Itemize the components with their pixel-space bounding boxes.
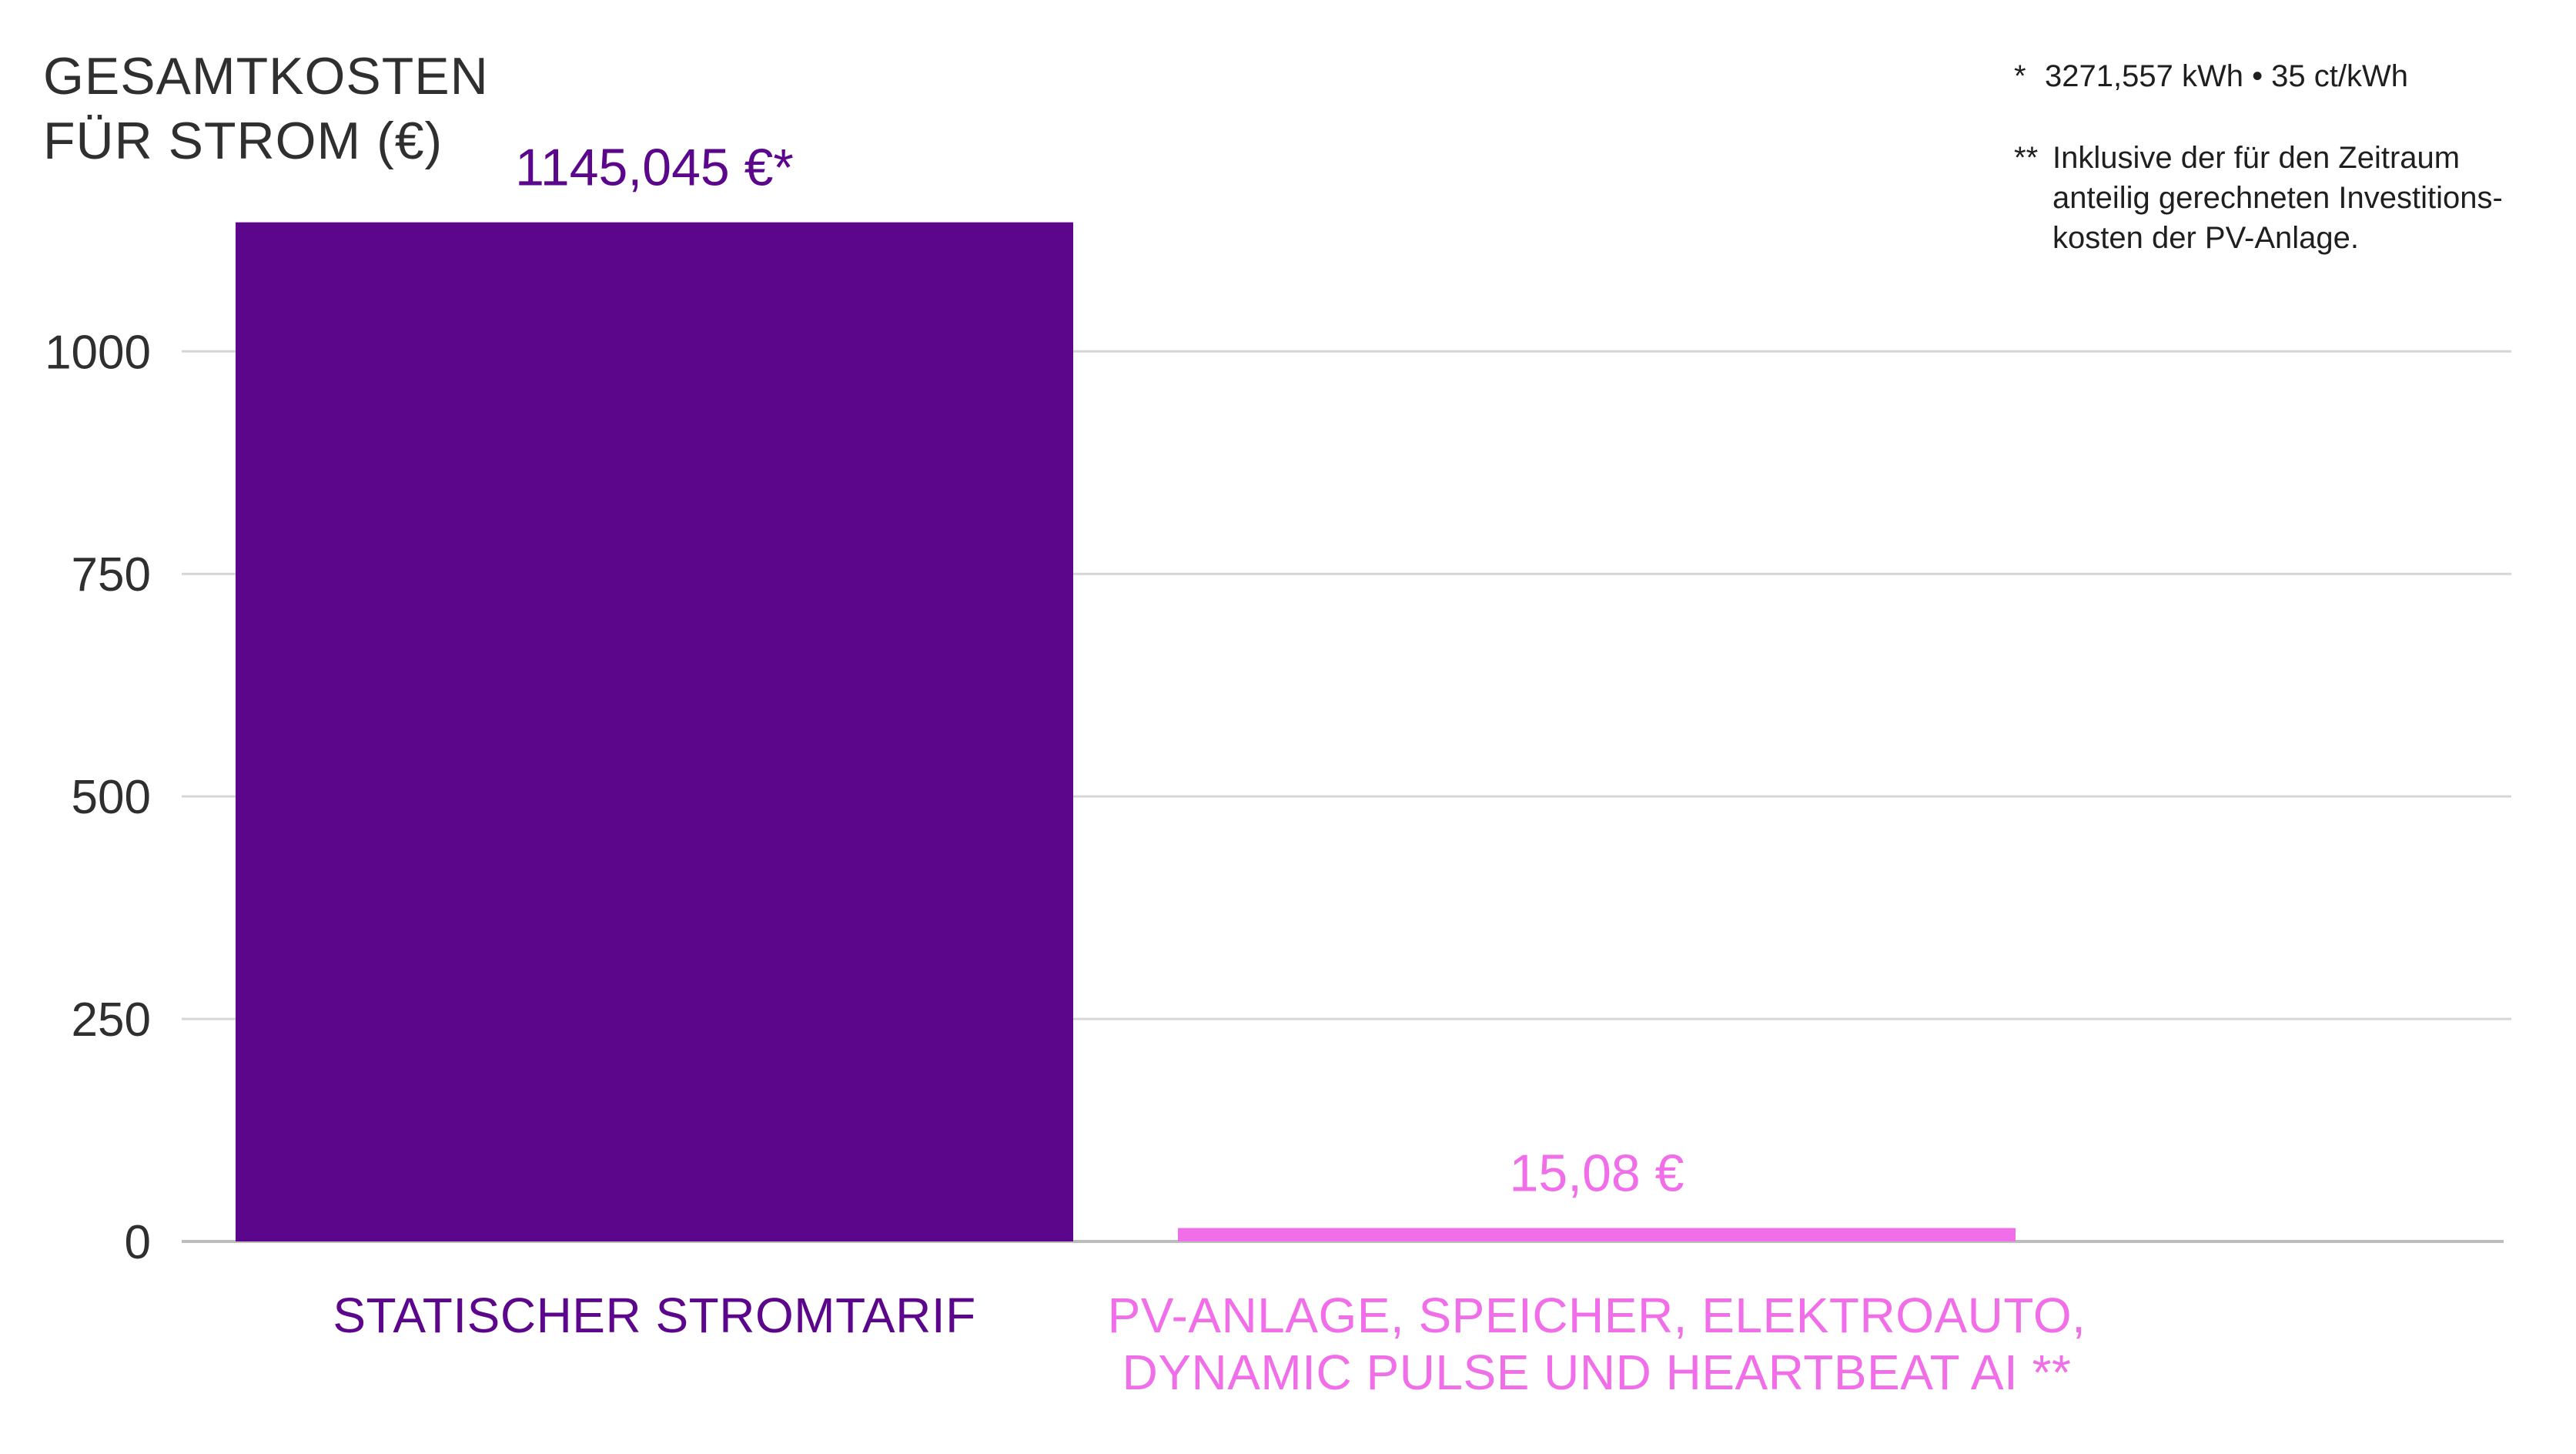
footnote-2-line-3: kosten der PV-Anlage. xyxy=(2052,221,2359,255)
footnote-1-marker: * xyxy=(2014,59,2026,93)
y-tick-label: 500 xyxy=(72,771,151,824)
footnote-2-marker: ** xyxy=(2014,141,2038,175)
footnote-2-line-1: Inklusive der für den Zeitraum xyxy=(2052,141,2460,175)
data-label: 15,08 € xyxy=(1510,1144,1684,1203)
chart-title-line-2: FÜR STROM (€) xyxy=(43,112,443,170)
chart-title-line-1: GESAMTKOSTEN xyxy=(43,47,489,106)
bars xyxy=(236,222,2016,1241)
bar xyxy=(236,222,1073,1241)
footnote-2-line-2: anteilig gerechneten Investitions- xyxy=(2052,181,2503,215)
y-axis-ticks: 0 250 500 750 1000 xyxy=(45,326,151,1269)
category-labels: STATISCHER STROMTARIF PV-ANLAGE, SPEICHER… xyxy=(333,1288,2086,1400)
bar xyxy=(1178,1228,2016,1241)
data-labels: 1145,045 €* 15,08 € xyxy=(515,139,1684,1203)
data-label: 1145,045 €* xyxy=(515,139,794,197)
x-tick-label: PV-ANLAGE, SPEICHER, ELEKTROAUTO, xyxy=(1108,1288,2086,1343)
y-tick-label: 1000 xyxy=(45,326,151,379)
x-tick-label: DYNAMIC PULSE UND HEARTBEAT AI ** xyxy=(1122,1345,2072,1400)
x-tick-label: STATISCHER STROMTARIF xyxy=(333,1288,975,1343)
y-tick-label: 250 xyxy=(72,993,151,1047)
footnote-1-text: 3271,557 kWh • 35 ct/kWh xyxy=(2045,59,2408,93)
y-tick-label: 750 xyxy=(72,548,151,601)
y-tick-label: 0 xyxy=(125,1216,151,1269)
